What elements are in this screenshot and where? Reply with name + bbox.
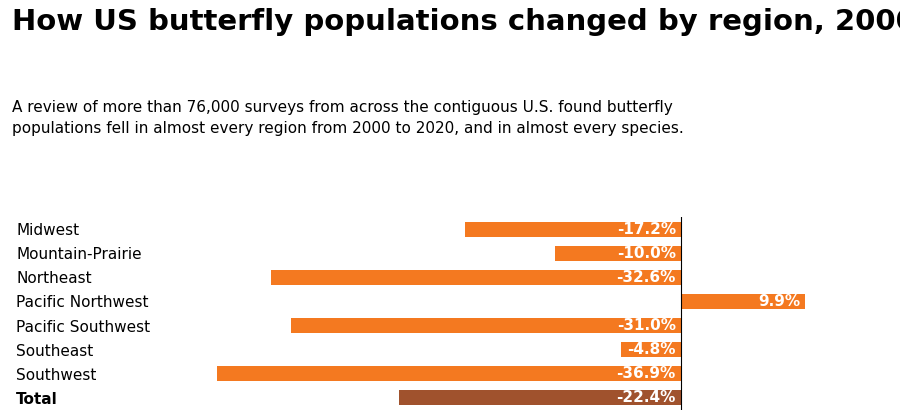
Bar: [400, 390, 681, 405]
Bar: [464, 222, 681, 237]
Bar: [621, 342, 681, 357]
Text: -22.4%: -22.4%: [616, 390, 676, 405]
Bar: [681, 294, 806, 309]
Text: -17.2%: -17.2%: [616, 222, 676, 237]
Text: -36.9%: -36.9%: [616, 366, 676, 381]
Text: -10.0%: -10.0%: [616, 246, 676, 261]
Bar: [292, 318, 681, 333]
Bar: [555, 246, 681, 261]
Bar: [271, 270, 681, 285]
Text: 9.9%: 9.9%: [758, 294, 800, 309]
Text: A review of more than 76,000 surveys from across the contiguous U.S. found butte: A review of more than 76,000 surveys fro…: [12, 100, 683, 136]
Text: How US butterfly populations changed by region, 2000-2020: How US butterfly populations changed by …: [12, 8, 900, 36]
Bar: [217, 366, 681, 381]
Text: -4.8%: -4.8%: [627, 342, 676, 357]
Text: -31.0%: -31.0%: [616, 318, 676, 333]
Text: -32.6%: -32.6%: [616, 270, 676, 285]
